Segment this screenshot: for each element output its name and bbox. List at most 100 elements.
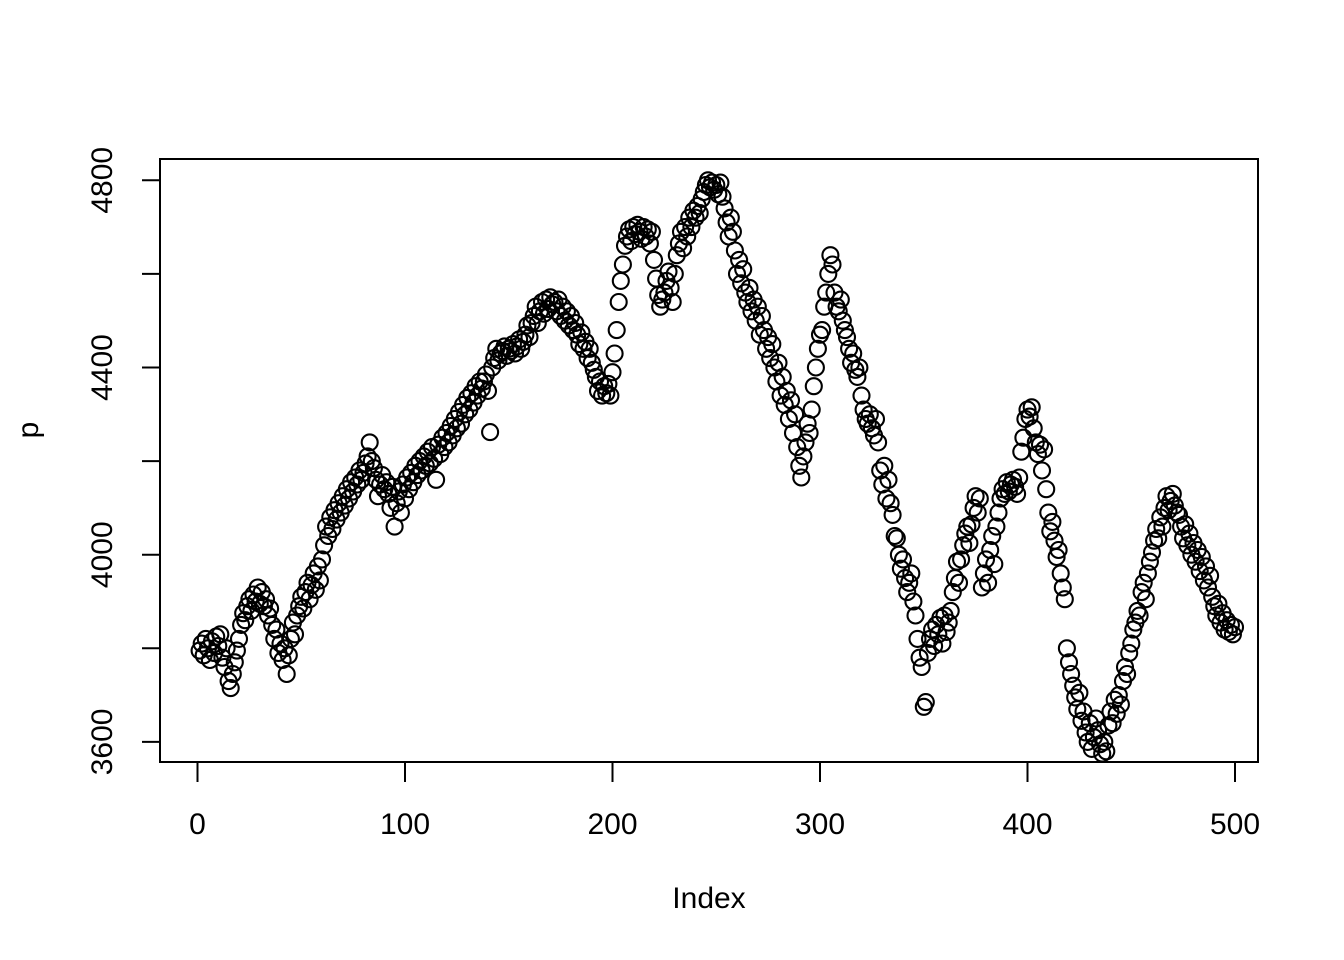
data-point — [611, 271, 630, 290]
data-point — [715, 199, 734, 218]
data-point — [676, 218, 695, 237]
data-point — [763, 335, 782, 354]
data-point — [221, 679, 240, 698]
data-point — [1006, 477, 1025, 496]
data-point — [730, 250, 749, 269]
data-point — [964, 498, 983, 517]
data-point — [285, 625, 305, 644]
data-point — [806, 358, 825, 377]
data-point — [725, 241, 744, 260]
data-point — [1030, 435, 1050, 454]
data-point — [644, 250, 664, 269]
data-point — [315, 536, 334, 555]
data-point — [1020, 407, 1039, 426]
data-point — [941, 601, 960, 620]
data-point — [792, 468, 811, 487]
data-point — [663, 292, 682, 312]
data-point — [1022, 398, 1041, 417]
data-point — [674, 239, 693, 258]
data-point — [960, 533, 979, 553]
x-tick-label: 100 — [380, 808, 430, 841]
data-point — [1097, 742, 1116, 761]
x-tick-label: 400 — [1002, 808, 1052, 841]
data-point — [1057, 639, 1076, 658]
data-point — [925, 636, 944, 656]
data-point — [1072, 711, 1091, 730]
data-point — [837, 328, 857, 347]
data-point — [225, 653, 244, 672]
data-point — [263, 615, 282, 634]
data-point — [748, 297, 767, 316]
data-point — [665, 264, 684, 283]
data-point — [852, 386, 871, 405]
data-point — [1165, 496, 1184, 515]
x-tick-label: 500 — [1210, 808, 1260, 841]
data-point — [1095, 732, 1114, 751]
data-point — [229, 629, 249, 648]
data-point — [1153, 517, 1172, 536]
data-point — [1223, 625, 1242, 644]
data-point — [850, 358, 869, 377]
data-point — [979, 573, 998, 592]
data-point — [1107, 704, 1126, 723]
data-point — [717, 213, 736, 232]
data-point — [1118, 664, 1137, 684]
data-point — [520, 328, 539, 347]
data-point — [989, 503, 1008, 522]
data-point — [213, 648, 232, 667]
data-point — [723, 222, 742, 241]
y-axis: 3600 4000 4400 4800 — [86, 147, 160, 775]
data-point — [1014, 428, 1033, 447]
data-point — [906, 606, 925, 625]
data-point — [1192, 547, 1211, 567]
data-point — [259, 606, 278, 625]
data-point — [883, 505, 902, 524]
data-point — [983, 526, 1002, 546]
data-point — [823, 255, 842, 274]
data-point — [312, 550, 332, 569]
data-point — [956, 524, 975, 543]
data-point — [968, 503, 987, 522]
data-point — [794, 447, 813, 466]
data-point — [528, 313, 547, 333]
data-point — [427, 470, 446, 489]
data-point — [1047, 547, 1066, 567]
data-point — [786, 405, 805, 424]
data-point — [310, 571, 329, 590]
data-point — [891, 559, 910, 578]
data-point — [902, 564, 921, 583]
data-point — [904, 592, 923, 611]
data-point — [277, 664, 296, 684]
data-point — [1136, 590, 1155, 609]
data-point — [1198, 578, 1218, 597]
data-point — [869, 433, 888, 452]
data-point — [352, 470, 371, 489]
data-point — [740, 278, 759, 297]
data-point — [1066, 688, 1085, 707]
data-point — [1032, 461, 1052, 480]
data-point — [1049, 540, 1068, 560]
data-point — [752, 306, 771, 326]
data-point — [1196, 557, 1216, 576]
data-point — [889, 545, 908, 564]
y-tick-label: 4000 — [86, 521, 119, 588]
data-point — [580, 339, 599, 358]
data-point — [395, 489, 415, 508]
data-point — [557, 302, 576, 321]
data-point — [1169, 505, 1189, 524]
data-point — [640, 234, 659, 253]
x-tick-label: 300 — [795, 808, 845, 841]
data-point — [974, 564, 993, 583]
data-point — [481, 423, 500, 442]
data-point — [879, 470, 898, 489]
data-point — [835, 321, 854, 340]
data-point — [217, 639, 236, 658]
data-point — [1041, 522, 1060, 541]
data-point — [898, 583, 917, 602]
data-point — [1024, 419, 1043, 438]
data-point — [1035, 440, 1054, 459]
data-point — [1149, 529, 1168, 548]
x-tick-label: 200 — [587, 808, 637, 841]
data-point — [686, 208, 705, 227]
data-point — [1059, 653, 1079, 672]
